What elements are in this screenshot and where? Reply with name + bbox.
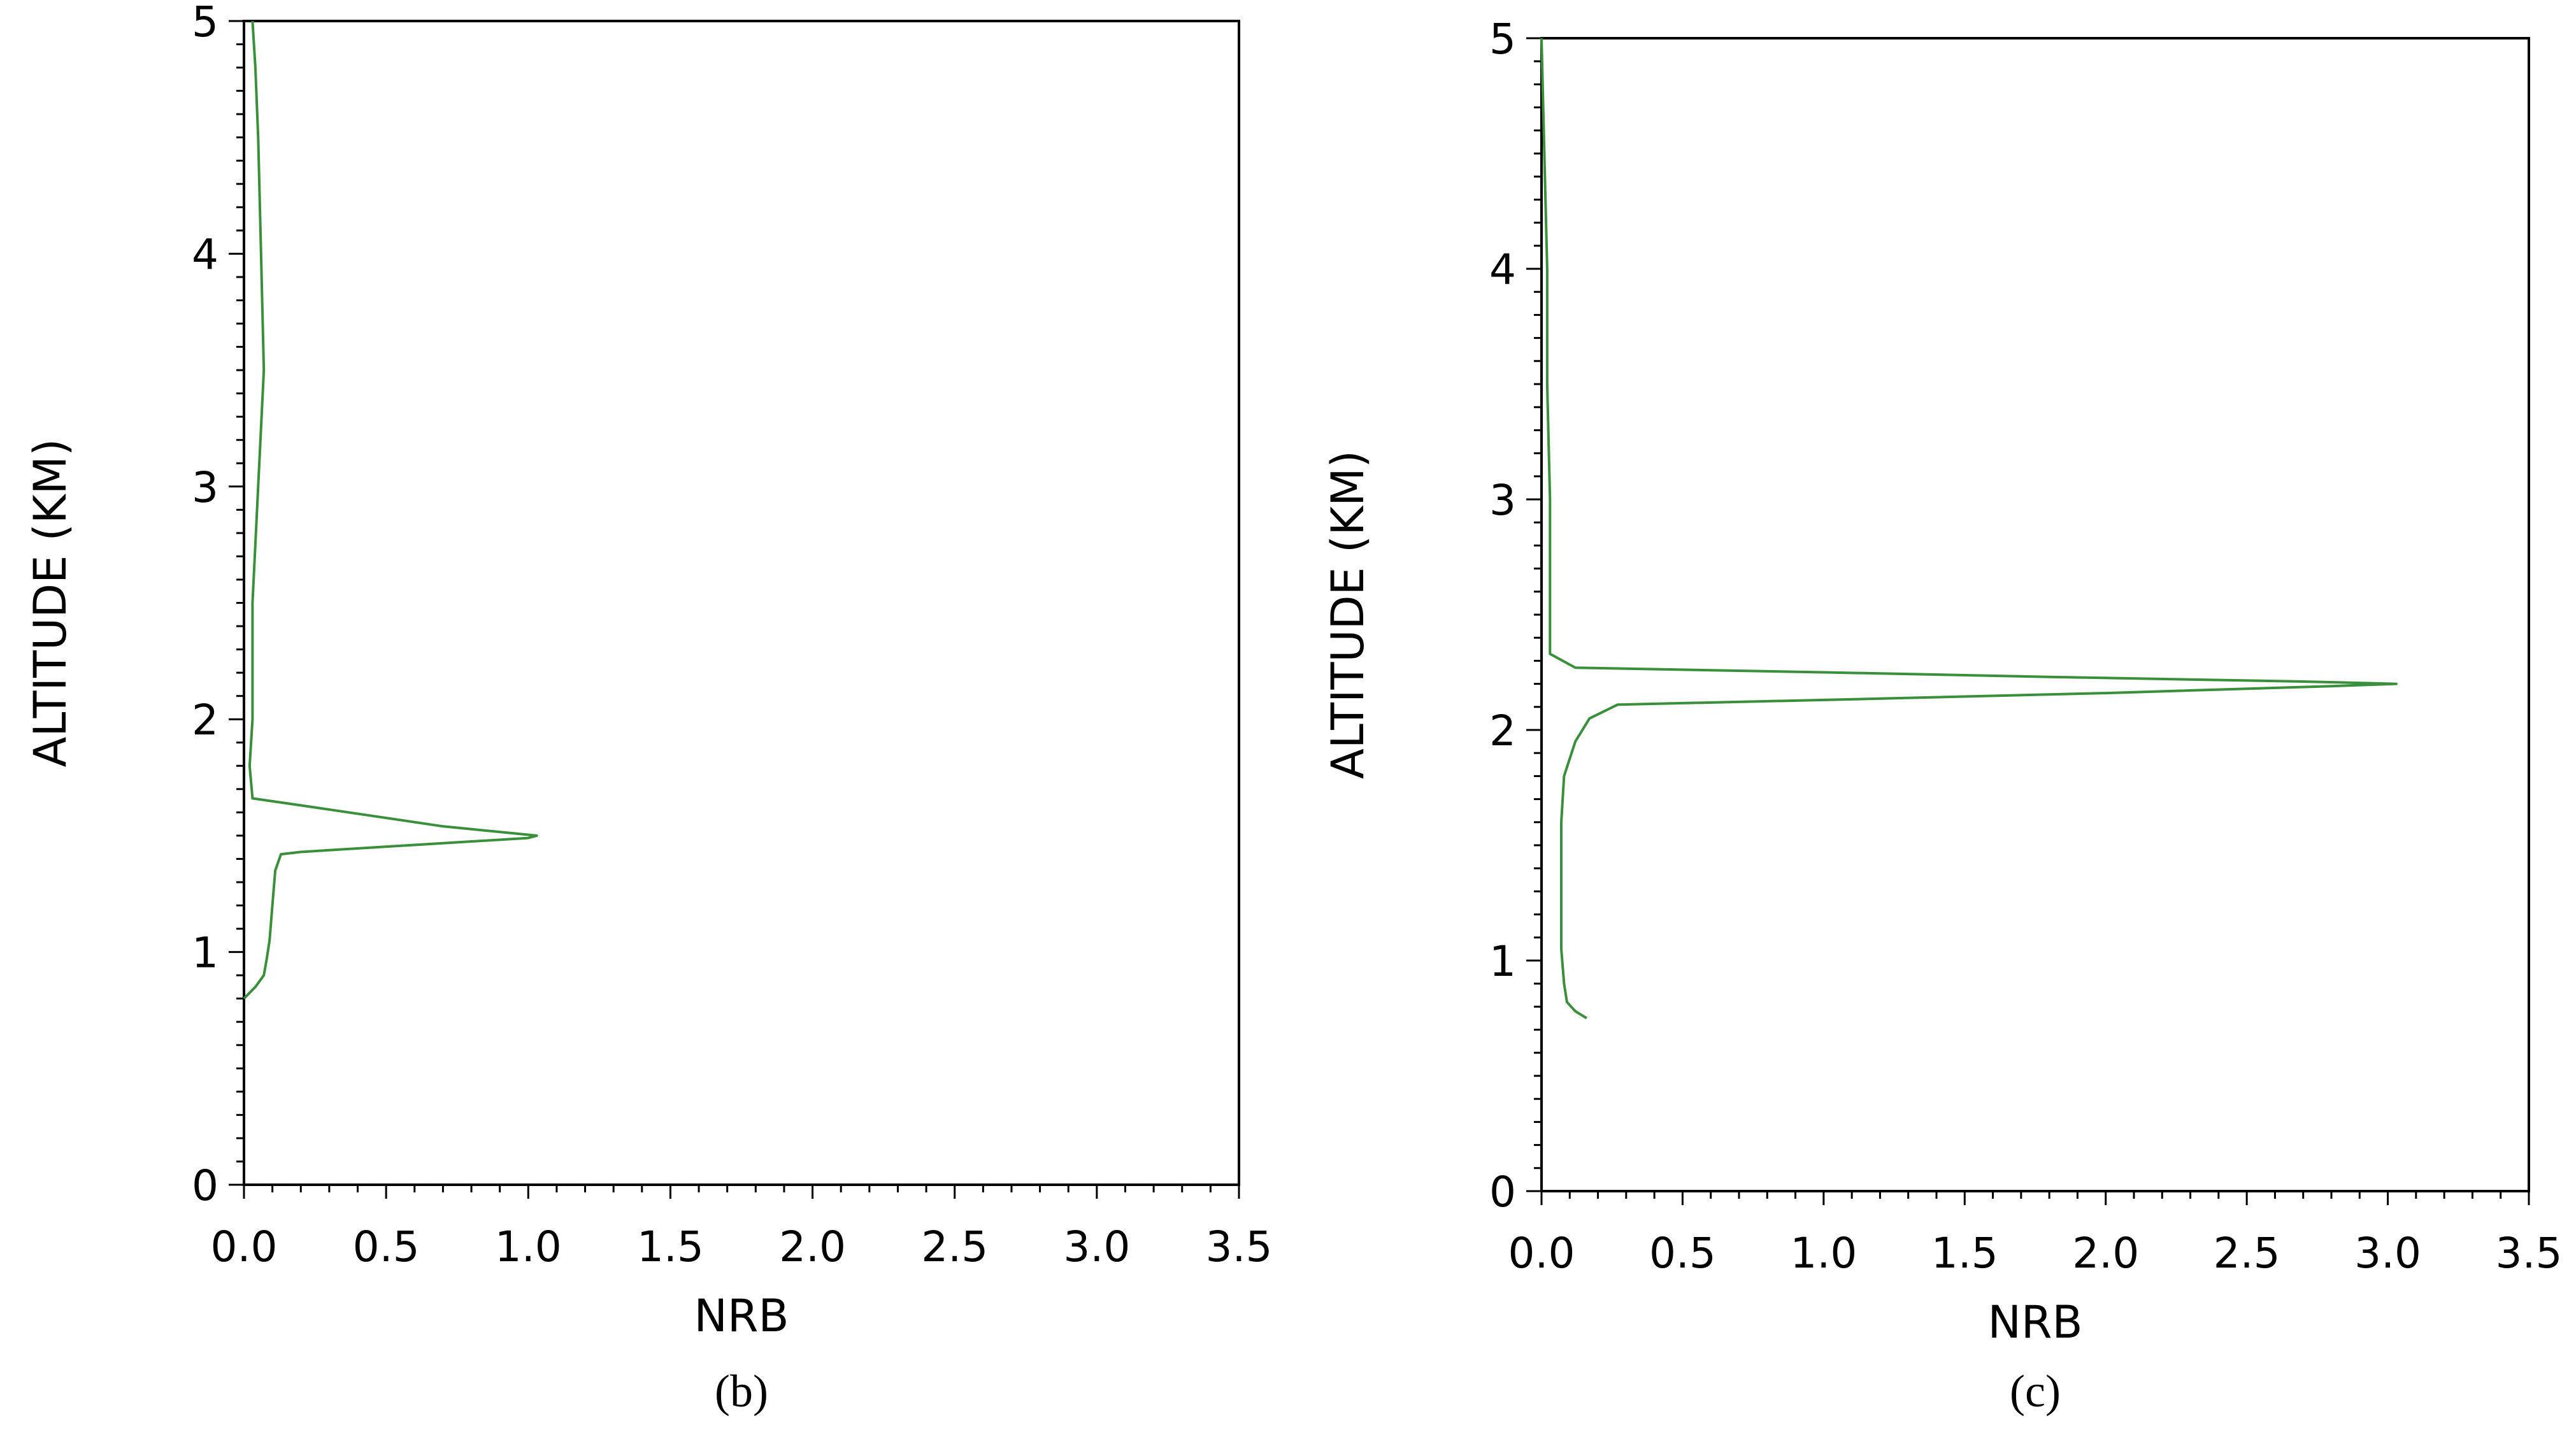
- x-tick-label: 0.0: [211, 1222, 278, 1271]
- x-tick-label: 2.5: [2214, 1229, 2280, 1278]
- series-line: [243, 20, 538, 1000]
- y-tick-label: 2: [1489, 706, 1516, 755]
- x-tick-label: 0.5: [1649, 1229, 1716, 1278]
- y-tick-label: 3: [192, 463, 218, 512]
- x-tick-label: 1.5: [1931, 1229, 1998, 1278]
- y-tick-label: 4: [192, 230, 218, 279]
- panel-caption: (c): [2010, 1366, 2061, 1417]
- y-tick-label: 3: [1489, 476, 1516, 525]
- y-tick-label: 5: [1489, 15, 1516, 64]
- plot-frame: [1540, 37, 2530, 1192]
- panel-caption: (b): [715, 1366, 768, 1417]
- x-tick-label: 1.5: [637, 1222, 704, 1271]
- y-axis-title: ALTITUDE (KM): [1322, 450, 1374, 779]
- chart-panel-c: 0.0 0.5 1.0 1.5 2.0 2.5 3.0 3.5 0 1 2 3 4 5 NRB ALTITUD…: [1322, 15, 2562, 1417]
- x-tick-label: 2.5: [921, 1222, 988, 1271]
- x-axis-title: NRB: [694, 1290, 789, 1342]
- y-tick-label: 5: [192, 0, 218, 46]
- y-tick-label: 4: [1489, 245, 1516, 294]
- x-tick-label: 1.0: [495, 1222, 562, 1271]
- x-tick-label: 3.0: [2354, 1229, 2421, 1278]
- y-tick-label: 0: [192, 1161, 218, 1210]
- plot-frame: [243, 20, 1240, 1186]
- y-tick-label: 0: [1489, 1168, 1516, 1217]
- y-axis-title: ALTITUDE (KM): [24, 439, 76, 768]
- y-tick-label: 1: [192, 929, 218, 978]
- x-tick-label: 2.0: [779, 1222, 846, 1271]
- x-tick-label: 3.5: [2496, 1229, 2563, 1278]
- x-tick-label: 3.5: [1206, 1222, 1273, 1271]
- chart-panel-b: 0.0 0.5 1.0 1.5 2.0 2.5 3.0 3.5 0 1 2 3 4 5 NRB ALTITUD…: [24, 0, 1272, 1417]
- series-line: [1540, 38, 2398, 1020]
- y-tick-label: 1: [1489, 937, 1516, 986]
- x-tick-label: 0.0: [1508, 1229, 1575, 1278]
- x-tick-label: 1.0: [1790, 1229, 1857, 1278]
- y-tick-label: 2: [192, 696, 218, 745]
- x-axis-title: NRB: [1987, 1296, 2082, 1348]
- x-tick-label: 0.5: [353, 1222, 420, 1271]
- x-tick-label: 2.0: [2072, 1229, 2139, 1278]
- x-tick-label: 3.0: [1063, 1222, 1130, 1271]
